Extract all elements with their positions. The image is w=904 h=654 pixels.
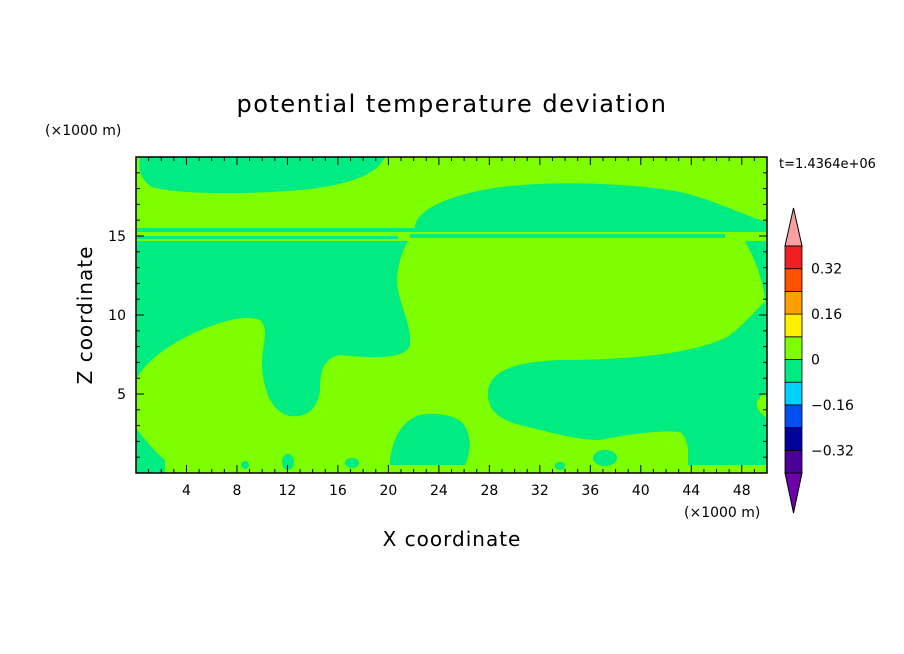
y-tick-label: 5 bbox=[117, 387, 126, 403]
negative-region bbox=[345, 458, 359, 468]
negative-region bbox=[555, 462, 565, 470]
x-tick-label: 44 bbox=[682, 483, 700, 499]
negative-region bbox=[402, 241, 767, 465]
x-tick-label: 16 bbox=[329, 483, 347, 499]
colorbar-swatch bbox=[784, 359, 803, 383]
colorbar-under-arrow bbox=[784, 472, 803, 514]
colorbar-label: −0.32 bbox=[811, 443, 854, 459]
colorbar-label: −0.16 bbox=[811, 398, 854, 414]
negative-region bbox=[241, 461, 249, 469]
x-axis-label: X coordinate bbox=[383, 527, 522, 551]
colorbar-swatch bbox=[784, 381, 803, 406]
negative-region bbox=[139, 157, 385, 194]
y-tick-label: 10 bbox=[108, 308, 126, 324]
negative-region bbox=[593, 450, 617, 466]
x-tick-label: 20 bbox=[379, 483, 397, 499]
colorbar-label: 0.32 bbox=[811, 262, 842, 278]
y-unit-label: (×1000 m) bbox=[45, 123, 121, 139]
x-tick-label: 28 bbox=[480, 483, 498, 499]
x-tick-label: 36 bbox=[581, 483, 599, 499]
colorbar-label: 0 bbox=[811, 353, 820, 369]
x-tick-label: 48 bbox=[733, 483, 751, 499]
colorbar-swatch bbox=[784, 268, 803, 292]
chart-title: potential temperature deviation bbox=[237, 90, 668, 118]
x-tick-label: 12 bbox=[279, 483, 297, 499]
x-tick-label: 40 bbox=[632, 483, 650, 499]
y-tick-label: 15 bbox=[108, 229, 126, 245]
colorbar-label: 0.16 bbox=[811, 307, 842, 323]
colorbar-swatch bbox=[784, 449, 803, 474]
time-label: t=1.4364e+06 bbox=[779, 157, 876, 172]
negative-region bbox=[282, 454, 294, 470]
colorbar-swatch bbox=[784, 404, 803, 428]
colorbar-swatch bbox=[784, 290, 803, 315]
y-axis-label: Z coordinate bbox=[73, 246, 97, 385]
negative-region bbox=[390, 414, 470, 465]
negative-band bbox=[136, 228, 767, 232]
colorbar-swatch bbox=[784, 336, 803, 360]
colorbar-swatch bbox=[784, 427, 803, 451]
x-axis: 4 8 12 16 20 24 28 32 36 40 44 48 bbox=[148, 157, 755, 499]
x-tick-label: 4 bbox=[182, 483, 191, 499]
negative-band bbox=[136, 236, 398, 239]
negative-region bbox=[415, 183, 767, 228]
colorbar-swatch bbox=[784, 245, 803, 270]
x-tick-label: 24 bbox=[430, 483, 448, 499]
negative-regions bbox=[136, 157, 767, 473]
negative-region bbox=[136, 428, 165, 473]
y-axis: 5 10 15 bbox=[108, 172, 767, 458]
x-unit-label: (×1000 m) bbox=[684, 505, 760, 521]
x-tick-label: 8 bbox=[232, 483, 241, 499]
colorbar: 0.32 0.16 0 −0.16 −0.32 bbox=[784, 207, 854, 514]
negative-region bbox=[136, 241, 411, 417]
colorbar-over-arrow bbox=[784, 207, 803, 247]
negative-band bbox=[410, 234, 725, 238]
colorbar-swatch bbox=[784, 313, 803, 338]
x-tick-label: 32 bbox=[531, 483, 549, 499]
